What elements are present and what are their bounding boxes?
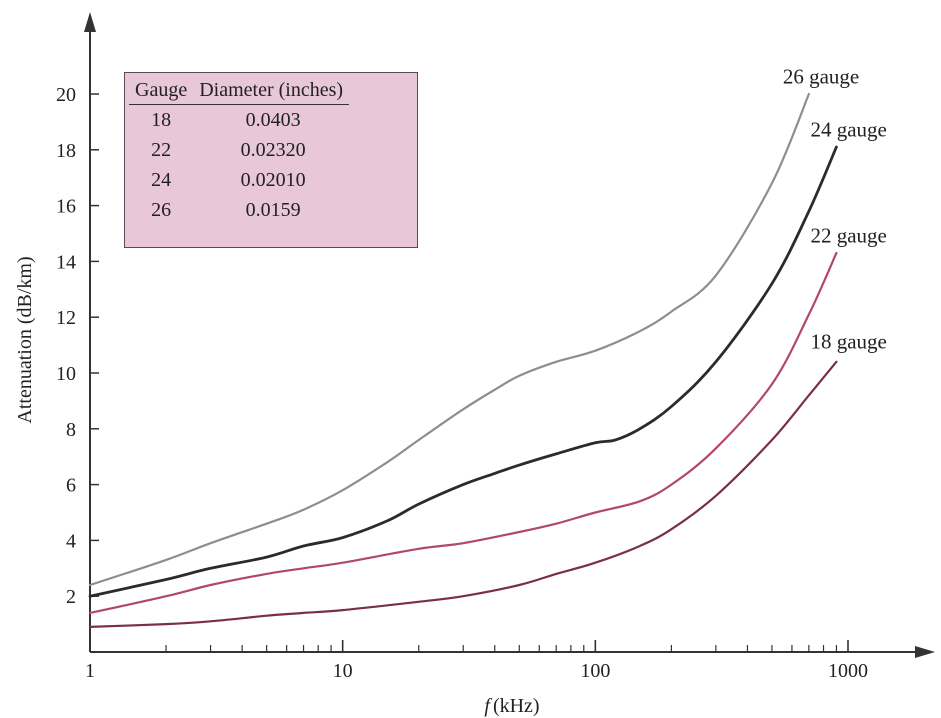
x-axis-arrow [915, 646, 935, 658]
gauge-cell: 24 [151, 169, 172, 191]
y-tick-label: 2 [66, 586, 76, 608]
series-line-18-gauge [88, 360, 838, 628]
curve-label-18-gauge: 18 gauge [810, 329, 886, 353]
gauge-cell: 18 [151, 109, 172, 131]
diameter-cell: 0.0403 [245, 109, 301, 131]
diameter-cell: 0.02010 [240, 169, 306, 191]
series-line-26-gauge [88, 92, 810, 587]
x-tick-label: 100 [580, 660, 610, 682]
gauge-cell: 26 [151, 199, 172, 221]
y-tick-label: 18 [56, 140, 76, 162]
header-diameter: Diameter (inches) [193, 75, 350, 105]
diameter-cell: 0.0159 [245, 199, 301, 221]
table-row: 22 0.02320 [129, 135, 349, 165]
table-row: 26 0.0159 [129, 195, 349, 225]
curve-label-22-gauge: 22 gauge [810, 223, 886, 247]
curve-label-24-gauge: 24 gauge [810, 117, 886, 141]
series-line-24-gauge [88, 145, 838, 598]
y-tick-label: 4 [66, 530, 76, 552]
y-tick-label: 20 [56, 84, 76, 106]
y-tick-label: 16 [56, 196, 76, 218]
gauge-cell: 22 [151, 139, 172, 161]
y-axis-arrow [84, 12, 96, 32]
y-tick-label: 8 [66, 419, 76, 441]
x-axis-title: f (kHz) [484, 695, 539, 717]
table-header-row: Gauge Diameter (inches) [129, 75, 350, 105]
y-tick-label: 14 [56, 251, 76, 273]
y-tick-label: 12 [56, 307, 76, 329]
table-row: 18 0.0403 [129, 105, 349, 136]
x-tick-label: 1 [85, 660, 95, 682]
series-line-22-gauge [88, 251, 838, 614]
chart-series [88, 92, 838, 628]
diameter-cell: 0.02320 [240, 139, 306, 161]
gauge-diameter-table: Gauge Diameter (inches) 18 0.0403 22 0.0… [124, 72, 418, 248]
gauge-table-grid: Gauge Diameter (inches) 18 0.0403 22 0.0… [129, 75, 350, 225]
table-row: 24 0.02010 [129, 165, 349, 195]
x-axis-title-variable: f [484, 695, 492, 717]
x-tick-label: 1000 [828, 660, 868, 682]
header-gauge: Gauge [129, 75, 194, 105]
y-axis-title: Attenuation (dB/km) [14, 256, 36, 423]
y-tick-label: 10 [56, 363, 76, 385]
curve-label-26-gauge: 26 gauge [783, 64, 859, 88]
y-tick-label: 6 [66, 475, 76, 497]
chart-axes [84, 12, 935, 658]
chart-annotations: 26 gauge 24 gauge 22 gauge 18 gauge [783, 64, 887, 353]
x-axis-title-unit: (kHz) [493, 695, 540, 717]
x-tick-label: 10 [333, 660, 353, 682]
